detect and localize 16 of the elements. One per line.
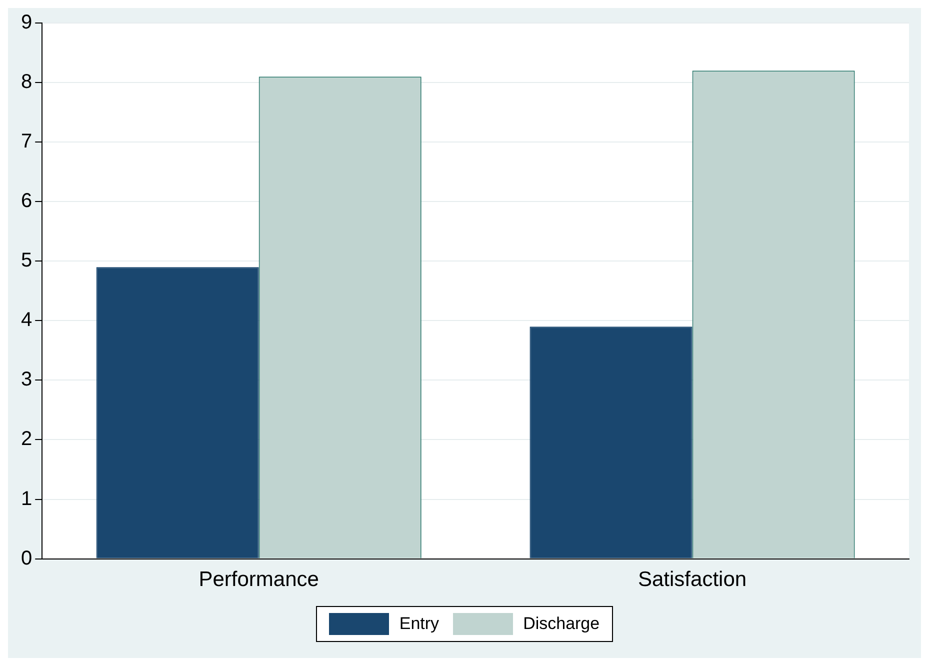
bar xyxy=(530,326,692,558)
y-tick-label: 9 xyxy=(21,12,32,34)
legend-label: Discharge xyxy=(523,614,600,634)
y-tick-label: 6 xyxy=(21,190,32,212)
y-tick-label: 8 xyxy=(21,71,32,94)
y-tick-label: 1 xyxy=(21,488,32,510)
y-tick-label: 0 xyxy=(21,547,32,570)
legend-label: Entry xyxy=(399,614,440,634)
x-tick-label: Performance xyxy=(198,568,319,592)
y-tick-label: 4 xyxy=(21,309,32,332)
y-tick-label: 5 xyxy=(21,250,32,272)
x-tick-label: Satisfaction xyxy=(638,568,747,592)
y-tick-label: 2 xyxy=(21,428,32,450)
y-tick-label: 3 xyxy=(21,368,32,391)
bar xyxy=(96,267,259,558)
y-tick-label: 7 xyxy=(21,130,32,153)
